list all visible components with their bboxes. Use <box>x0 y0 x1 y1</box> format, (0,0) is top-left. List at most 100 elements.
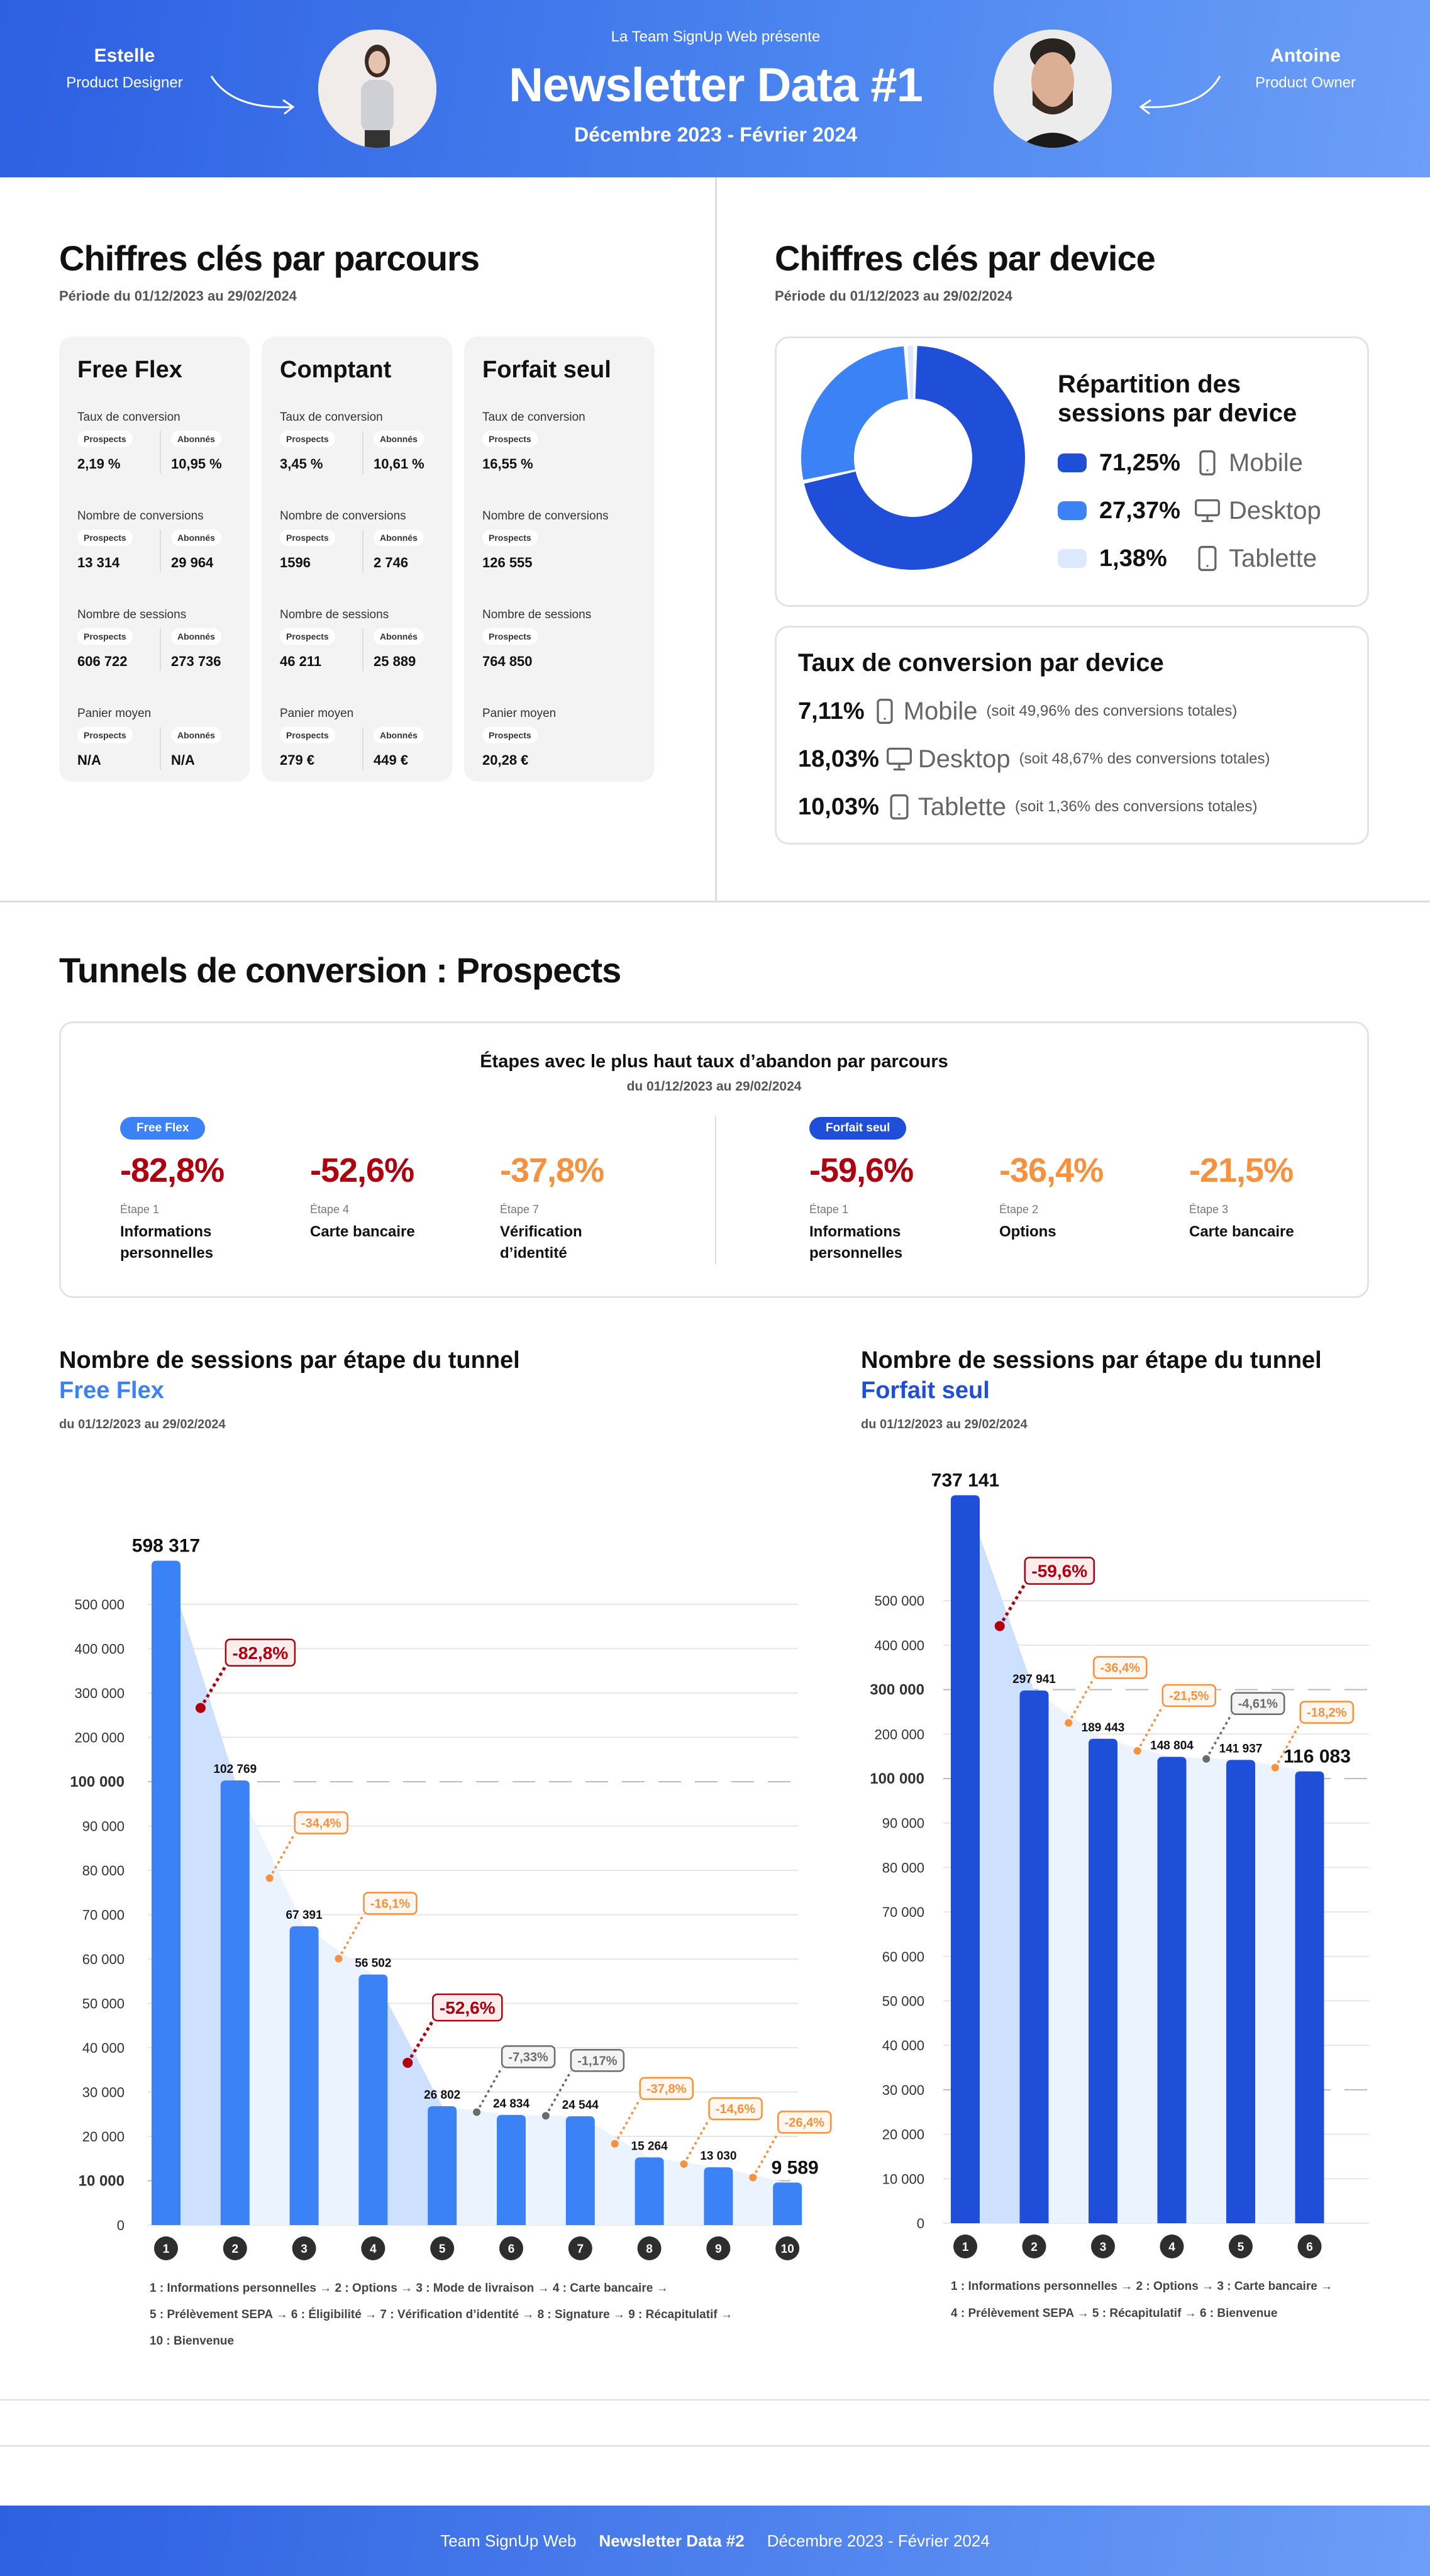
funnel-area <box>580 2116 650 2225</box>
step-legend-line: 1 : Informations personnelles → 2 : Opti… <box>150 2282 668 2295</box>
prospects-pill: Prospects <box>77 530 133 546</box>
funnel-area <box>649 2157 719 2225</box>
metric-label: Nombre de sessions <box>482 608 592 621</box>
drop-connector <box>751 2132 779 2179</box>
desktop-icon <box>1195 499 1220 523</box>
drop-connector <box>337 1913 365 1960</box>
bar-value-label: 67 391 <box>286 1909 323 1922</box>
donut-slice-mobile <box>804 346 1025 570</box>
abandon-step-name: Carte bancaire <box>310 1223 415 1240</box>
drop-dot <box>1065 1719 1073 1727</box>
drop-rate-box <box>1231 1692 1285 1715</box>
key-figures-card: Comptant Taux de conversion Prospects 3,45 … <box>262 336 452 782</box>
prospects-pill: Prospects <box>280 431 335 447</box>
abonnes-pill: Abonnés <box>171 530 221 546</box>
y-tick-label: 200 000 <box>874 1726 924 1742</box>
devices-title: Chiffres clés par device <box>775 238 1156 278</box>
drop-connector <box>199 1665 228 1709</box>
abandon-step-name: Carte bancaire <box>1189 1223 1294 1240</box>
step-legend-line: 5 : Prélèvement SEPA → 6 : Éligibilité →… <box>150 2308 733 2321</box>
drop-rate-box <box>1161 1684 1216 1707</box>
funnel-area <box>1241 1760 1310 2223</box>
bar <box>704 2167 733 2225</box>
drop-rate-label: -26,4% <box>785 2116 825 2129</box>
conversion-device: Tablette <box>917 792 1006 821</box>
y-tick-label: 400 000 <box>74 1641 125 1657</box>
prospects-value: 126 555 <box>482 555 533 570</box>
header-period: Décembre 2023 - Février 2024 <box>574 123 858 146</box>
devices-period: Période du 01/12/2023 au 29/02/2024 <box>775 288 1012 304</box>
prospects-pill: Prospects <box>482 431 538 447</box>
abandon-period: du 01/12/2023 au 29/02/2024 <box>626 1079 802 1094</box>
prospects-pill: Prospects <box>280 727 335 743</box>
drop-rate-box <box>708 2097 763 2121</box>
metric-label: Panier moyen <box>482 707 557 720</box>
conversion-note: (soit 1,36% des conversions totales) <box>1015 798 1258 815</box>
abandon-rate: -52,6% <box>310 1152 414 1189</box>
y-tick-label: 0 <box>117 2218 125 2233</box>
step-number: 1 <box>962 2241 969 2254</box>
funnel-area <box>1034 1690 1103 2223</box>
drop-dot <box>335 1955 343 1963</box>
y-tick-label: 20 000 <box>82 2129 125 2145</box>
metric-label: Nombre de conversions <box>280 509 406 523</box>
drop-connector <box>545 2070 572 2117</box>
y-tick-label: 100 000 <box>70 1774 125 1790</box>
drop-rate-label: -34,4% <box>301 1816 341 1830</box>
step-number-badge <box>154 2236 178 2260</box>
conversion-device: Desktop <box>917 745 1011 773</box>
metric-label: Taux de conversion <box>280 411 383 424</box>
prospects-value: 20,28 € <box>482 752 529 768</box>
y-tick-label: 200 000 <box>74 1730 125 1746</box>
drop-connector <box>998 1583 1026 1627</box>
device-legend-item: 1,38% Tablette <box>1058 543 1317 574</box>
drop-dot <box>680 2160 688 2168</box>
footer: Team SignUp Web Newsletter Data #2 Décem… <box>0 2506 1430 2576</box>
drop-rate-box <box>224 1638 296 1667</box>
drop-rate-label: -14,6% <box>716 2102 756 2116</box>
bar <box>289 1926 319 2225</box>
step-number-badge <box>953 2235 977 2258</box>
abandon-step-name: Vérification d’identité <box>500 1223 582 1262</box>
footer-next-issue[interactable]: Newsletter Data #2 <box>599 2531 745 2550</box>
legend-label: Mobile <box>1229 448 1303 477</box>
abonnes-pill: Abonnés <box>374 628 424 645</box>
conversion-row: 18,03% Desktop (soit 48,67% des conversion… <box>798 743 1270 775</box>
step-number: 2 <box>232 2243 239 2256</box>
bar-value-label: 598 317 <box>132 1536 200 1557</box>
drop-rate-label: -82,8% <box>233 1643 289 1663</box>
header-intro: La Team SignUp Web présente <box>611 28 821 45</box>
legend-percent: 1,38% <box>1099 545 1167 572</box>
drop-rate-label: -4,61% <box>1238 1697 1278 1711</box>
drop-rate-box <box>1299 1701 1354 1724</box>
chart-subtitle: Free Flex <box>59 1377 164 1404</box>
chart-period: du 01/12/2023 au 29/02/2024 <box>59 1418 226 1431</box>
chart-subtitle: Forfait seul <box>861 1377 990 1404</box>
step-legend-line: 10 : Bienvenue <box>150 2334 235 2348</box>
chart-title: Nombre de sessions par étape du tunnel <box>861 1347 1322 1374</box>
y-tick-label: 70 000 <box>882 1904 924 1920</box>
prospects-pill: Prospects <box>77 431 133 447</box>
mobile-icon <box>877 699 893 724</box>
bar-value-label: 141 937 <box>1219 1742 1263 1755</box>
abonnes-pill: Abonnés <box>374 727 424 743</box>
conversion-by-device-box <box>775 626 1369 845</box>
step-number: 4 <box>1168 2241 1175 2254</box>
step-number: 6 <box>508 2243 515 2256</box>
bar-value-label: 24 544 <box>562 2099 599 2112</box>
step-number: 7 <box>577 2243 584 2256</box>
metric-label: Panier moyen <box>280 707 354 720</box>
step-legend-line: 1 : Informations personnelles → 2 : Opti… <box>951 2280 1333 2293</box>
drop-connector <box>269 1833 296 1879</box>
bar <box>1019 1690 1049 2223</box>
y-tick-label: 30 000 <box>882 2082 924 2098</box>
conversion-by-device-title: Taux de conversion par device <box>798 649 1164 677</box>
y-tick-label: 70 000 <box>82 1907 125 1923</box>
drop-dot <box>265 1874 274 1882</box>
step-number-badge <box>1022 2235 1046 2258</box>
step-number: 5 <box>1238 2241 1244 2254</box>
y-tick-label: 500 000 <box>74 1597 125 1613</box>
y-tick-label: 90 000 <box>82 1819 125 1835</box>
step-number-badge <box>1160 2235 1184 2258</box>
section-divider <box>0 901 1430 902</box>
